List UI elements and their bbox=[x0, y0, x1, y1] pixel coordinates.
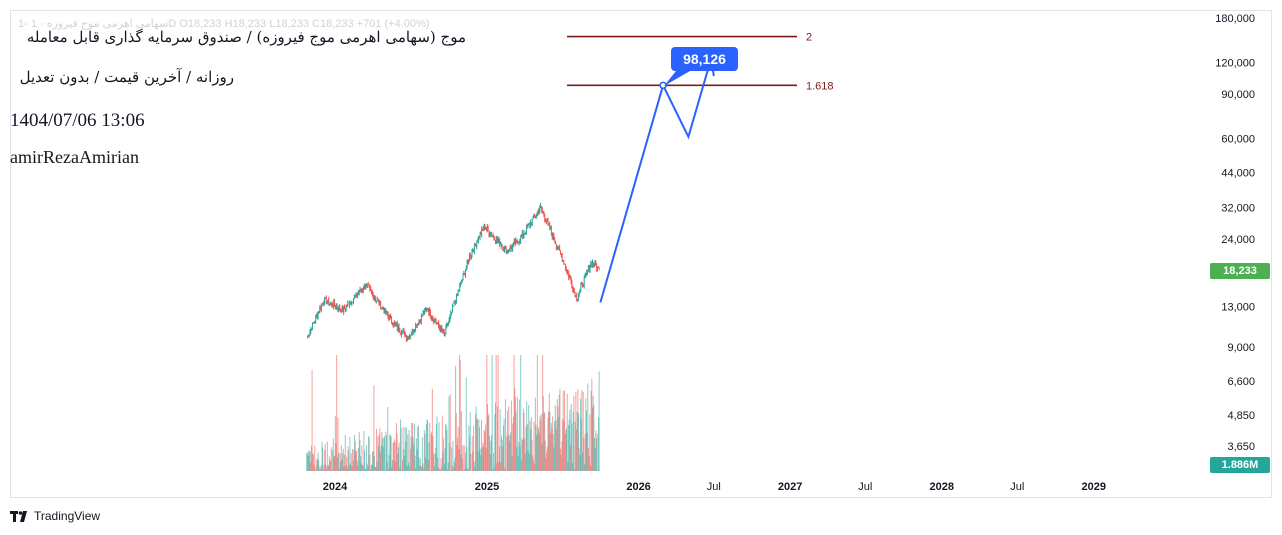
y-tick-label: 180,000 bbox=[1215, 13, 1255, 25]
x-tick-label: 2028 bbox=[930, 481, 954, 493]
y-tick-label: 32,000 bbox=[1221, 203, 1255, 215]
tradingview-brand[interactable]: TradingView bbox=[10, 509, 100, 523]
last-volume-badge: 1.886M bbox=[1210, 457, 1270, 473]
tradingview-logo-icon bbox=[10, 510, 27, 522]
fib-level-label: 1.618 bbox=[806, 80, 834, 92]
chart-title: موج (سهامی اهرمی موج فیروزه) / صندوق سرم… bbox=[26, 28, 466, 46]
y-tick-label: 120,000 bbox=[1215, 58, 1255, 70]
x-tick-label: Jul bbox=[858, 481, 872, 493]
chart-author: amirRezaAmirian bbox=[10, 147, 139, 167]
price-callout[interactable]: 98,126 bbox=[671, 47, 738, 71]
chart-subtitle: روزانه / آخرین قیمت / بدون تعدیل bbox=[19, 68, 234, 86]
y-tick-label: 6,600 bbox=[1227, 376, 1255, 388]
brand-name: TradingView bbox=[34, 509, 101, 523]
y-tick-label: 9,000 bbox=[1227, 342, 1255, 354]
y-tick-label: 90,000 bbox=[1221, 89, 1255, 101]
y-tick-label: 44,000 bbox=[1221, 168, 1255, 180]
chart-datetime: 1404/07/06 13:06 bbox=[10, 110, 145, 131]
y-tick-label: 60,000 bbox=[1221, 134, 1255, 146]
x-tick-label: 2025 bbox=[475, 481, 499, 493]
y-tick-label: 3,650 bbox=[1227, 441, 1255, 453]
y-tick-label: 4,850 bbox=[1227, 410, 1255, 422]
y-tick-label: 13,000 bbox=[1221, 302, 1255, 314]
callout-pointer bbox=[664, 71, 690, 86]
projection-point[interactable] bbox=[659, 81, 667, 90]
x-tick-label: Jul bbox=[1010, 481, 1024, 493]
y-tick-label: 24,000 bbox=[1221, 234, 1255, 246]
x-tick-label: 2026 bbox=[626, 481, 650, 493]
x-tick-label: 2029 bbox=[1082, 481, 1106, 493]
chart-pane[interactable] bbox=[10, 10, 1272, 498]
fib-level-label: 2 bbox=[806, 32, 812, 44]
wave-projection-path[interactable] bbox=[599, 57, 715, 303]
last-price-badge: 18,233 bbox=[1210, 263, 1270, 279]
x-tick-label: 2027 bbox=[778, 481, 802, 493]
ohlc-legend: 1- سهامی اهرمی موج فیروزه · 1D O18,233 H… bbox=[18, 18, 430, 30]
x-tick-label: 2024 bbox=[323, 481, 348, 493]
x-tick-label: Jul bbox=[707, 481, 721, 493]
